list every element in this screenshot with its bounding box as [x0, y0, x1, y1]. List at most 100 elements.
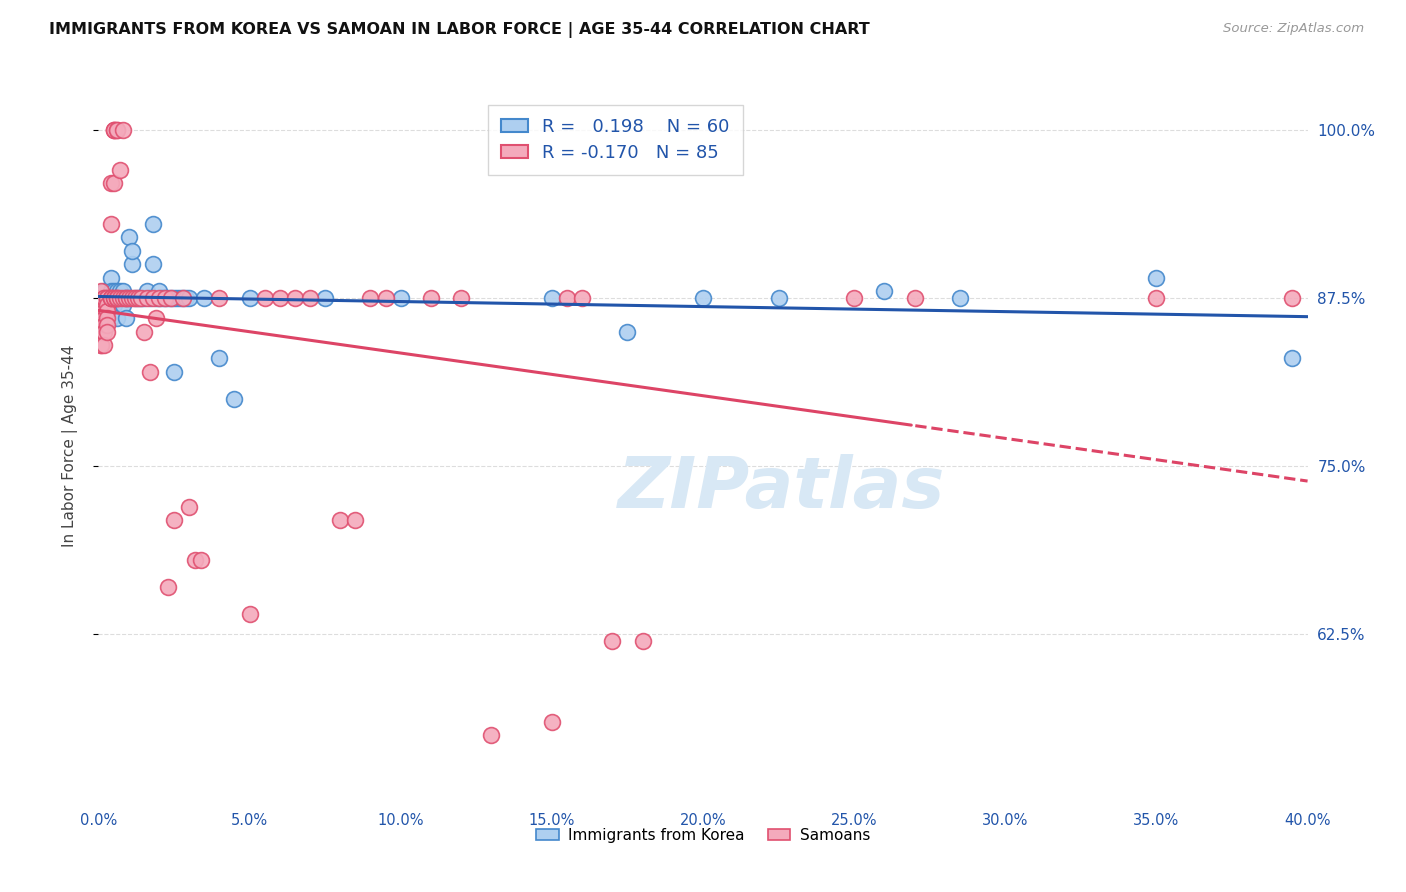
Point [873, 284, 896, 298]
Point [224, 392, 246, 406]
Point [540, 714, 562, 729]
Point [103, 122, 125, 136]
Point [239, 291, 262, 305]
Point [105, 291, 128, 305]
Point [105, 122, 128, 136]
Point [284, 291, 307, 305]
Point [100, 217, 122, 231]
Point [93, 298, 115, 312]
Point [571, 291, 593, 305]
Point [481, 729, 503, 743]
Point [344, 513, 367, 527]
Text: ZIPatlas: ZIPatlas [617, 454, 945, 524]
Point [1281, 291, 1303, 305]
Point [602, 634, 624, 648]
Point [118, 291, 141, 305]
Point [96, 291, 118, 305]
Point [93, 325, 115, 339]
Point [1144, 291, 1167, 305]
Point [190, 553, 212, 567]
Y-axis label: In Labor Force | Age 35-44: In Labor Force | Age 35-44 [62, 345, 77, 547]
Point [540, 291, 562, 305]
Point [93, 304, 115, 318]
Point [156, 291, 179, 305]
Point [420, 291, 443, 305]
Point [118, 291, 141, 305]
Point [374, 291, 396, 305]
Point [93, 318, 115, 332]
Point [96, 318, 118, 332]
Point [314, 291, 336, 305]
Point [105, 284, 128, 298]
Point [100, 311, 122, 326]
Point [179, 500, 201, 514]
Point [949, 291, 972, 305]
Point [299, 291, 322, 305]
Point [145, 291, 167, 305]
Point [100, 291, 122, 305]
Point [93, 291, 115, 305]
Point [135, 291, 157, 305]
Point [103, 122, 125, 136]
Point [103, 291, 125, 305]
Point [163, 513, 186, 527]
Text: IMMIGRANTS FROM KOREA VS SAMOAN IN LABOR FORCE | AGE 35-44 CORRELATION CHART: IMMIGRANTS FROM KOREA VS SAMOAN IN LABOR… [49, 22, 870, 38]
Point [269, 291, 291, 305]
Point [96, 304, 118, 318]
Point [160, 291, 183, 305]
Point [90, 338, 112, 352]
Point [142, 217, 165, 231]
Point [153, 291, 176, 305]
Point [193, 291, 215, 305]
Point [114, 291, 136, 305]
Point [156, 580, 179, 594]
Point [208, 351, 231, 366]
Point [111, 291, 134, 305]
Point [105, 122, 128, 136]
Point [100, 270, 122, 285]
Point [239, 607, 262, 622]
Point [389, 291, 412, 305]
Point [121, 257, 143, 271]
Point [208, 291, 231, 305]
Point [108, 291, 131, 305]
Point [174, 291, 197, 305]
Point [100, 291, 122, 305]
Point [100, 177, 122, 191]
Point [160, 291, 183, 305]
Point [148, 291, 170, 305]
Point [555, 291, 578, 305]
Point [904, 291, 927, 305]
Text: Source: ZipAtlas.com: Source: ZipAtlas.com [1223, 22, 1364, 36]
Point [108, 284, 131, 298]
Point [129, 291, 152, 305]
Point [108, 291, 131, 305]
Point [93, 338, 115, 352]
Point [100, 291, 122, 305]
Point [103, 298, 125, 312]
Point [329, 513, 352, 527]
Point [93, 311, 115, 326]
Point [127, 291, 149, 305]
Point [360, 291, 382, 305]
Point [142, 257, 165, 271]
Point [616, 325, 638, 339]
Point [90, 325, 112, 339]
Point [103, 177, 125, 191]
Point [90, 298, 112, 312]
Point [93, 284, 115, 298]
Point [135, 284, 157, 298]
Point [163, 291, 186, 305]
Point [105, 311, 128, 326]
Point [90, 284, 112, 298]
Point [105, 291, 128, 305]
Point [1144, 270, 1167, 285]
Point [105, 291, 128, 305]
Point [90, 311, 112, 326]
Point [132, 325, 155, 339]
Point [142, 291, 165, 305]
Point [111, 284, 134, 298]
Point [153, 291, 176, 305]
Point [129, 291, 152, 305]
Point [768, 291, 790, 305]
